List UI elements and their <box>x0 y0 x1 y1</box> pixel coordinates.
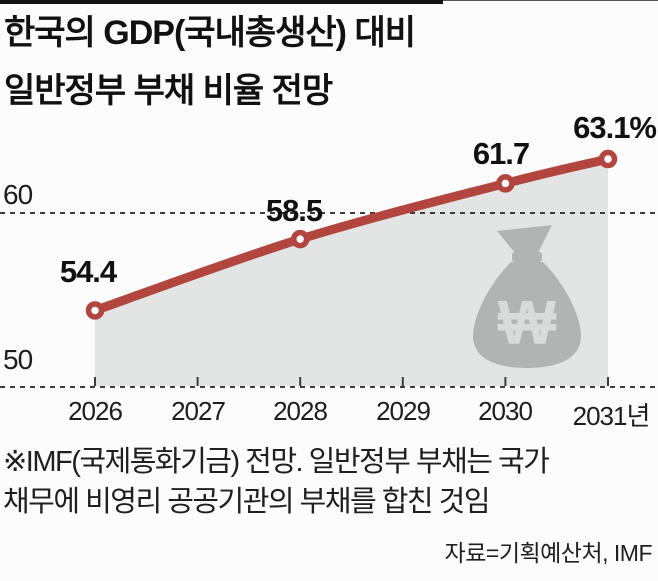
point-marker-2030 <box>496 174 515 193</box>
trend-line <box>90 154 613 315</box>
gridlines <box>0 212 658 388</box>
won-symbol: ₩ <box>498 289 557 358</box>
point-marker-2028 <box>290 229 310 249</box>
page-title-line1: 한국의 GDP(국내총생산) 대비 <box>4 14 416 52</box>
data-label-2031: 63.1% <box>573 110 657 145</box>
footnote-line2: 채무에 비영리 공공기관의 부채를 합친 것임 <box>3 486 491 518</box>
data-label-2028: 58.5 <box>265 193 323 228</box>
data-label-2030: 61.7 <box>472 136 530 171</box>
top-accent-bar <box>0 0 443 4</box>
page-title-line2: 일반정부 부채 비율 전망 <box>4 72 333 110</box>
point-marker-2031 <box>598 149 618 169</box>
footnote-line1: ※IMF(국제통화기금) 전망. 일반정부 부채는 국가 <box>3 446 550 478</box>
source-credit: 자료=기획예산처, IMF <box>444 540 653 566</box>
money-bag-won-icon: ₩ <box>473 225 581 368</box>
x-axis-label-2031: 2031년 <box>572 401 651 431</box>
trend-line-and-markers <box>85 149 618 320</box>
y-axis-tick-60: 60 <box>3 179 33 210</box>
page-title: 한국의 GDP(국내총생산) 대비 일반정부 부채 비율 전망 <box>4 4 416 120</box>
x-axis-label-2030: 2030 <box>478 396 533 426</box>
x-axis-label-2028: 2028 <box>273 396 328 426</box>
y-axis-tick-50: 50 <box>3 344 33 375</box>
footnote: ※IMF(국제통화기금) 전망. 일반정부 부채는 국가 채무에 비영리 공공기… <box>3 442 550 522</box>
data-label-2026: 54.4 <box>59 254 117 289</box>
point-marker-2026 <box>85 301 105 320</box>
x-axis-label-2027: 2027 <box>171 396 226 426</box>
x-axis-label-2029: 2029 <box>376 396 431 426</box>
x-axis-label-2026: 2026 <box>68 396 123 426</box>
